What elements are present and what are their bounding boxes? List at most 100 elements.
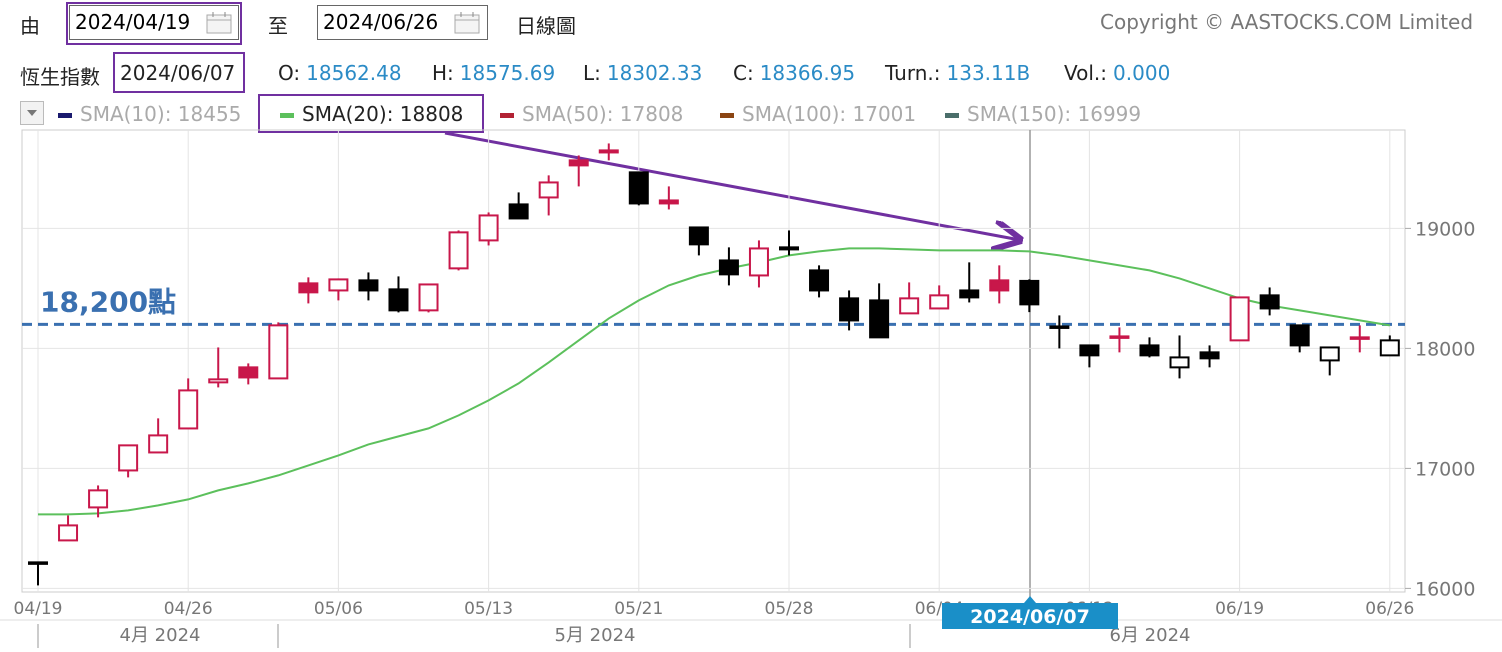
- legend-swatch: [58, 113, 72, 118]
- field-label: L:: [583, 61, 601, 85]
- x-tick-label: 05/28: [765, 599, 814, 619]
- field-value: 18366.95: [759, 61, 856, 85]
- candle-body: [839, 297, 860, 322]
- candle-body: [1019, 279, 1040, 306]
- candle-body: [1169, 356, 1190, 369]
- cursor-label: 2024/06/07: [970, 606, 1090, 628]
- candle-body: [959, 289, 980, 299]
- legend-label: SMA(150): 16999: [967, 102, 1142, 126]
- legend-swatch: [280, 113, 294, 118]
- field-value: 18575.69: [459, 61, 556, 85]
- to-input[interactable]: 2024/06/26: [317, 5, 488, 40]
- candle-body: [929, 294, 950, 310]
- calendar-icon[interactable]: [206, 12, 232, 34]
- candle-body: [448, 231, 469, 270]
- y-tick-label: 19000: [1415, 218, 1475, 240]
- x-tick-label: 04/26: [164, 599, 213, 619]
- candle-body: [238, 366, 259, 379]
- x-tick-label: 05/06: [314, 599, 363, 619]
- y-tick-label: 18000: [1415, 338, 1475, 360]
- info-field: Turn.: 133.11B: [885, 61, 1030, 85]
- x-tick-label: 05/13: [464, 599, 513, 619]
- legend-item[interactable]: SMA(50): 17808: [500, 102, 683, 126]
- legend-label: SMA(10): 18455: [80, 102, 242, 126]
- candle-body: [88, 489, 109, 509]
- month-label: 5月 2024: [555, 625, 636, 646]
- field-value: 0.000: [1113, 61, 1171, 85]
- x-tick-label: 06/19: [1215, 599, 1264, 619]
- candle-body: [1229, 296, 1250, 342]
- dropdown[interactable]: [20, 101, 44, 125]
- candle-body: [1289, 324, 1310, 347]
- highlight-box: [113, 52, 245, 93]
- candle-body: [358, 279, 379, 292]
- field-label: C:: [733, 61, 754, 85]
- candle-body: [208, 378, 229, 384]
- candle-body: [478, 214, 499, 242]
- plot-frame: [21, 129, 1406, 593]
- legend-item[interactable]: SMA(150): 16999: [945, 102, 1141, 126]
- candle-body: [118, 444, 139, 472]
- chart-type[interactable]: 日線圖: [516, 14, 576, 38]
- x-tick-label: 06/26: [1365, 599, 1414, 619]
- candle-body: [1109, 335, 1130, 339]
- legend-label: SMA(20): 18808: [302, 102, 464, 126]
- candle-body: [718, 259, 739, 276]
- annotation: 18,200點: [40, 285, 176, 318]
- candle-body: [1049, 325, 1070, 329]
- legend-item[interactable]: SMA(100): 17001: [720, 102, 916, 126]
- calendar-icon[interactable]: [454, 12, 480, 34]
- info-field: H: 18575.69: [432, 61, 555, 85]
- candle-body: [508, 203, 529, 220]
- to-date: 2024/06/26: [323, 10, 439, 34]
- candle-body: [388, 288, 409, 312]
- candle-body: [538, 181, 559, 199]
- candle-body: [58, 524, 79, 542]
- candle-body: [899, 297, 920, 315]
- candle-body: [1259, 294, 1280, 310]
- legend-swatch: [500, 113, 514, 118]
- legend-item[interactable]: SMA(10): 18455: [58, 102, 241, 126]
- legend-label: SMA(50): 17808: [522, 102, 684, 126]
- candle-body: [748, 247, 769, 277]
- legend-swatch: [720, 113, 734, 118]
- legend-swatch: [945, 113, 959, 118]
- from-label: 由: [20, 14, 40, 38]
- sma-line: [38, 247, 1390, 516]
- candle-body: [1349, 336, 1370, 340]
- field-label: O:: [278, 61, 301, 85]
- field-label: Vol.:: [1064, 61, 1108, 85]
- month-label: 6月 2024: [1110, 625, 1191, 646]
- candle-body: [568, 159, 589, 167]
- field-value: 18302.33: [606, 61, 703, 85]
- candle-body: [989, 279, 1010, 292]
- from-date: 2024/04/19: [75, 10, 191, 34]
- y-tick-label: 16000: [1415, 578, 1475, 600]
- field-value: 18562.48: [306, 61, 402, 85]
- candle-body: [1319, 346, 1340, 362]
- candle-body: [1199, 351, 1220, 360]
- candle-body: [1139, 344, 1160, 357]
- candle-body: [779, 246, 799, 251]
- candle-body: [658, 199, 679, 205]
- candle-body: [178, 389, 199, 430]
- x-tick-label: 05/21: [614, 599, 663, 619]
- candle-body: [688, 226, 709, 246]
- x-tick-label: 04/19: [14, 599, 63, 619]
- to-label: 至: [268, 14, 288, 38]
- legend-label: SMA(100): 17001: [742, 102, 917, 126]
- field-value: 133.11B: [946, 61, 1031, 85]
- field-label: H:: [432, 61, 454, 85]
- highlight-box: [258, 94, 484, 133]
- legend-item[interactable]: SMA(20): 18808: [280, 102, 463, 126]
- copyright: Copyright © AASTOCKS.COM Limited: [1100, 10, 1474, 34]
- from-input[interactable]: 2024/04/19: [69, 5, 239, 40]
- field-label: Turn.:: [885, 61, 941, 85]
- arrow: [444, 131, 1020, 240]
- grid: [22, 130, 1405, 592]
- month-label: 4月 2024: [120, 625, 201, 646]
- info-field: C: 18366.95: [733, 61, 855, 85]
